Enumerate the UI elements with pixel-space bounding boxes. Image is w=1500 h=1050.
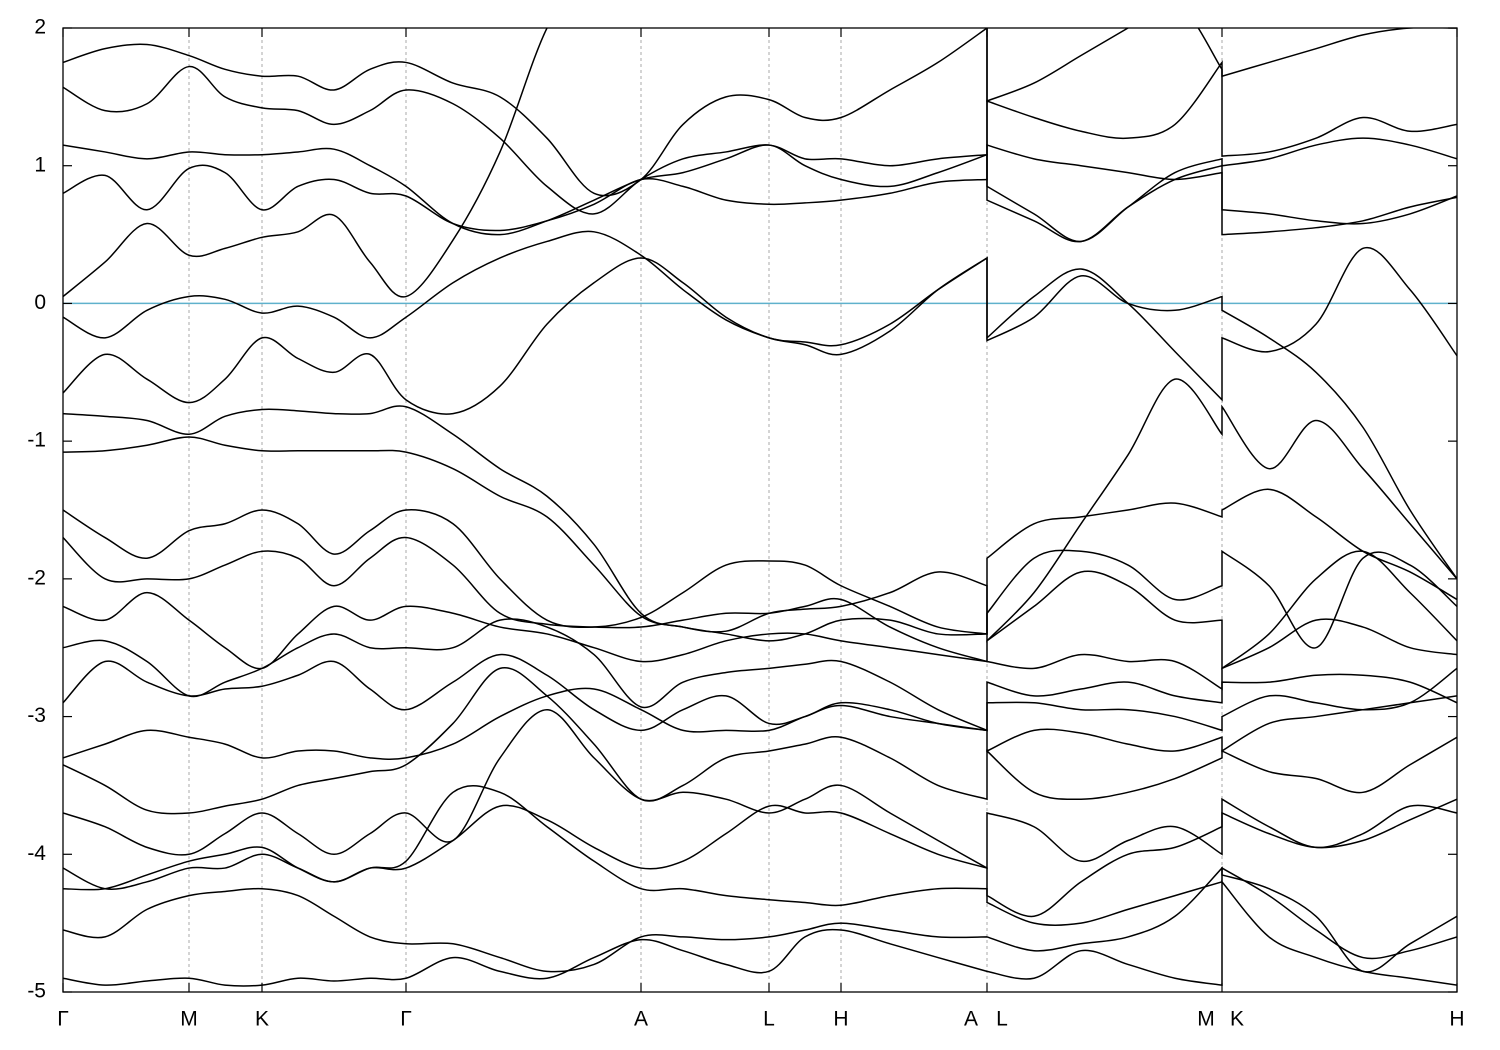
band-line: [63, 866, 1457, 973]
band-line: [63, 60, 1457, 236]
y-tick-label: -2: [27, 566, 46, 589]
band-line: [63, 653, 1457, 732]
y-tick-label: -1: [27, 429, 46, 452]
band-line: [63, 666, 1457, 815]
band-line: [63, 509, 1457, 649]
x-tick-label: A: [964, 1008, 978, 1031]
x-tick-label: K: [1230, 1008, 1244, 1031]
plot-frame: [62, 27, 1458, 993]
y-tick-label: -3: [27, 704, 46, 727]
band-line: [63, 536, 1457, 670]
x-tick-label: H: [833, 1008, 848, 1031]
band-layer: [63, 28, 1457, 987]
x-tick-label: K: [255, 1008, 269, 1031]
x-tick-label: A: [634, 1008, 648, 1031]
x-tick-label: Γ: [57, 1008, 69, 1031]
y-tick-label: 2: [34, 16, 46, 39]
x-tick-label: M: [180, 1008, 198, 1031]
band-line: [63, 65, 1457, 243]
band-line: [63, 879, 1457, 987]
y-tick-label: -4: [27, 842, 46, 865]
y-tick-label: 0: [34, 291, 46, 314]
x-tick-label: L: [763, 1008, 775, 1031]
band-line: [63, 28, 1457, 298]
x-tick-label: Γ: [400, 1008, 412, 1031]
y-tick-label: -5: [27, 980, 46, 1003]
band-line: [63, 436, 1457, 642]
band-line: [63, 230, 1457, 580]
band-line: [63, 798, 1457, 918]
band-line: [63, 618, 1457, 732]
x-tick-label: L: [996, 1008, 1008, 1031]
band-line: [63, 708, 1457, 870]
x-tick-label: M: [1197, 1008, 1215, 1031]
x-tick-label: H: [1449, 1008, 1464, 1031]
y-tick-label: 1: [34, 153, 46, 176]
band-line: [63, 687, 1457, 760]
band-line: [63, 144, 1457, 232]
band-line: [63, 246, 1457, 415]
band-line: [63, 785, 1457, 960]
band-line: [63, 378, 1457, 643]
band-line: [63, 28, 1457, 197]
